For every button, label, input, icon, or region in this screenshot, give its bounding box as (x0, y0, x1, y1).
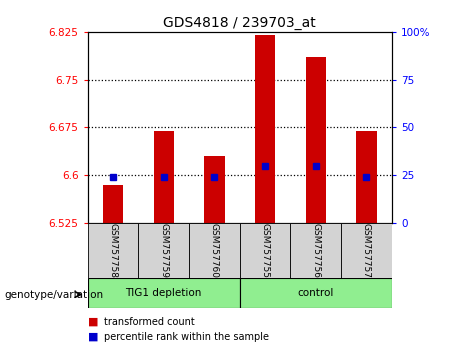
Text: GSM757758: GSM757758 (108, 223, 118, 278)
Text: percentile rank within the sample: percentile rank within the sample (104, 332, 269, 342)
Bar (88, 223, 138, 278)
Bar (189, 223, 240, 278)
Bar (240, 223, 290, 278)
Bar (154, 131, 174, 223)
Text: GSM757756: GSM757756 (311, 223, 320, 278)
Text: control: control (298, 288, 334, 298)
Text: ■: ■ (88, 317, 98, 327)
Bar (88, 278, 240, 308)
Bar (290, 223, 341, 278)
Text: GSM757757: GSM757757 (362, 223, 371, 278)
Text: GSM757755: GSM757755 (260, 223, 270, 278)
Bar (103, 185, 123, 223)
Text: GSM757759: GSM757759 (159, 223, 168, 278)
Text: transformed count: transformed count (104, 317, 195, 327)
Text: TIG1 depletion: TIG1 depletion (125, 288, 202, 298)
Bar (356, 131, 377, 223)
Bar (240, 278, 392, 308)
Bar (255, 35, 275, 223)
Text: genotype/variation: genotype/variation (5, 290, 104, 299)
Text: ■: ■ (88, 332, 98, 342)
Bar (138, 223, 189, 278)
Bar (341, 223, 392, 278)
Text: GSM757760: GSM757760 (210, 223, 219, 278)
Bar (204, 156, 225, 223)
Text: GDS4818 / 239703_at: GDS4818 / 239703_at (163, 16, 316, 30)
Bar (306, 57, 326, 223)
